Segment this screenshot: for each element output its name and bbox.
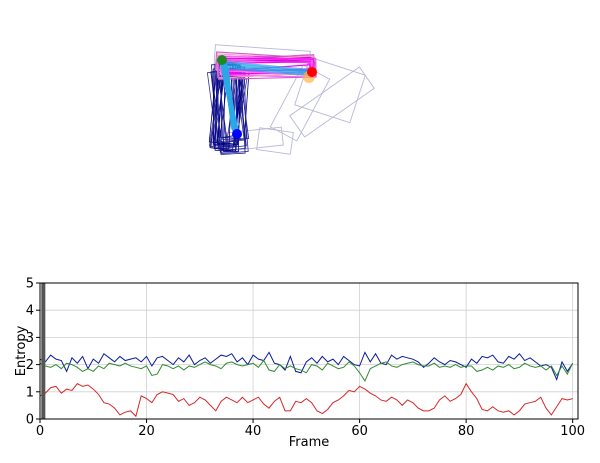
ghost-outline [294,56,366,124]
plot-area [40,283,578,419]
inner-arm-segment [223,62,309,73]
x-tick-label: 40 [245,424,262,439]
inner-arm-segment [223,60,309,72]
ghost-outline [289,66,375,138]
series-line-0 [39,351,574,382]
y-tick-label: 5 [26,277,34,292]
y-ticks: 0 1 2 3 4 5 [26,277,40,428]
upper-limb-trace [217,57,317,80]
current-frame-marker [41,283,46,419]
pose-diagram [206,44,375,155]
y-axis-label: Entropy [14,325,29,376]
plot-frame [39,282,579,420]
inner-arm-segment [223,66,309,76]
x-ticks: 0 20 40 60 80 100 [36,419,585,439]
series-line-2 [39,382,573,418]
entropy-chart: 0 20 40 60 80 100 0 1 2 3 4 5 Frame Entropy [14,277,585,451]
series-group [39,351,574,418]
joint-bottom-marker [232,129,242,139]
inner-arm-segment [223,64,309,75]
x-tick-label: 0 [36,424,44,439]
inner-limb-segment [223,64,236,131]
ghost-outline [256,127,294,155]
x-tick-label: 60 [351,424,368,439]
y-tick-label: 1 [26,385,34,400]
y-tick-label: 4 [26,304,34,319]
joint-start-marker [217,55,227,65]
y-tick-label: 0 [26,413,34,428]
joint-end-marker [307,67,317,77]
x-tick-label: 20 [138,424,155,439]
y-tick-label: 2 [26,358,34,373]
series-line-1 [39,359,574,382]
y-tick-label: 3 [26,331,34,346]
x-tick-label: 80 [458,424,475,439]
x-axis-label: Frame [289,435,330,450]
x-tick-label: 100 [560,424,585,439]
